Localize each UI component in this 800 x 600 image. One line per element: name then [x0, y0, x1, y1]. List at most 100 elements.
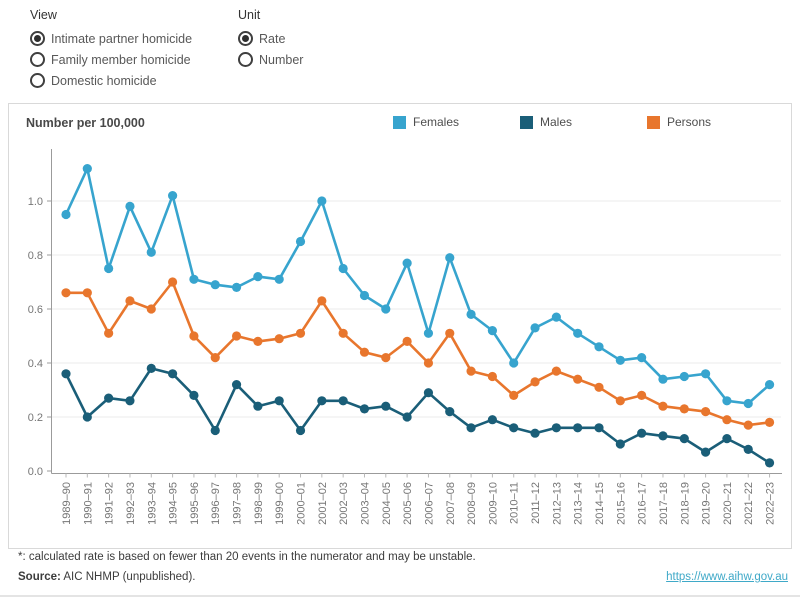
- point-males-1990-91[interactable]: [82, 412, 92, 422]
- point-females-2001-02[interactable]: [317, 196, 327, 206]
- point-males-1996-97[interactable]: [210, 425, 220, 436]
- point-males-2015-16[interactable]: [615, 439, 625, 449]
- point-persons-2004-05[interactable]: [381, 353, 391, 363]
- radio-domestic-homicide[interactable]: Domestic homicide: [30, 70, 192, 91]
- point-females-2021-22[interactable]: [743, 398, 753, 409]
- radio-button-icon[interactable]: [30, 52, 45, 67]
- point-males-2008-09[interactable]: [466, 423, 476, 433]
- point-males-2001-02[interactable]: [317, 396, 327, 406]
- point-males-2017-18[interactable]: [658, 431, 668, 441]
- point-females-2019-20[interactable]: [701, 369, 711, 379]
- point-males-1997-98[interactable]: [231, 380, 242, 390]
- legend-item-males[interactable]: Males: [520, 115, 647, 129]
- point-persons-1992-93[interactable]: [125, 296, 135, 306]
- point-males-1995-96[interactable]: [189, 390, 199, 400]
- point-males-2006-07[interactable]: [423, 388, 434, 398]
- point-persons-1989-90[interactable]: [61, 288, 71, 298]
- point-females-2008-09[interactable]: [466, 309, 476, 319]
- point-persons-2019-20[interactable]: [701, 407, 711, 417]
- point-males-2022-23[interactable]: [764, 458, 775, 468]
- point-males-2010-11[interactable]: [509, 423, 519, 433]
- radio-intimate-partner-homicide[interactable]: Intimate partner homicide: [30, 28, 192, 49]
- point-males-1993-94[interactable]: [146, 363, 156, 373]
- point-persons-2022-23[interactable]: [764, 417, 775, 427]
- radio-button-icon[interactable]: [30, 31, 45, 46]
- point-females-2017-18[interactable]: [658, 374, 668, 384]
- point-males-2016-17[interactable]: [637, 428, 647, 438]
- aihw-link[interactable]: https://www.aihw.gov.au: [666, 571, 788, 583]
- point-persons-2013-14[interactable]: [573, 374, 583, 384]
- point-persons-1990-91[interactable]: [82, 288, 92, 298]
- point-persons-2001-02[interactable]: [317, 296, 327, 306]
- point-persons-2020-21[interactable]: [722, 415, 732, 425]
- point-females-2009-10[interactable]: [487, 326, 497, 336]
- point-females-1997-98[interactable]: [231, 282, 242, 292]
- point-females-2014-15[interactable]: [594, 342, 604, 352]
- point-persons-1999-00[interactable]: [274, 334, 284, 344]
- point-females-2005-06[interactable]: [402, 258, 412, 268]
- point-persons-2005-06[interactable]: [402, 336, 412, 346]
- point-persons-1998-99[interactable]: [253, 336, 263, 346]
- point-females-1993-94[interactable]: [146, 247, 156, 257]
- point-persons-1995-96[interactable]: [189, 331, 199, 341]
- point-females-1995-96[interactable]: [189, 274, 199, 284]
- point-females-2003-04[interactable]: [359, 290, 370, 301]
- point-females-2022-23[interactable]: [764, 380, 775, 390]
- point-males-2019-20[interactable]: [701, 447, 711, 457]
- legend-item-persons[interactable]: Persons: [647, 115, 774, 129]
- point-females-2013-14[interactable]: [573, 328, 583, 338]
- point-persons-2016-17[interactable]: [637, 390, 647, 400]
- point-males-2007-08[interactable]: [445, 407, 455, 417]
- point-persons-2003-04[interactable]: [359, 347, 370, 357]
- radio-button-icon[interactable]: [30, 73, 45, 88]
- point-females-1998-99[interactable]: [253, 272, 263, 282]
- point-females-1994-95[interactable]: [168, 191, 178, 201]
- point-persons-2007-08[interactable]: [445, 328, 455, 338]
- radio-family-member-homicide[interactable]: Family member homicide: [30, 49, 192, 70]
- point-persons-2017-18[interactable]: [658, 401, 668, 411]
- point-males-2000-01[interactable]: [295, 425, 306, 436]
- point-persons-1997-98[interactable]: [231, 331, 242, 341]
- legend-item-females[interactable]: Females: [393, 115, 520, 129]
- point-males-2005-06[interactable]: [402, 412, 412, 422]
- point-males-2013-14[interactable]: [573, 423, 583, 433]
- point-females-1999-00[interactable]: [274, 274, 284, 284]
- point-females-2002-03[interactable]: [338, 263, 348, 274]
- point-males-2004-05[interactable]: [381, 401, 391, 411]
- point-persons-2011-12[interactable]: [530, 377, 540, 387]
- point-females-2007-08[interactable]: [445, 253, 455, 263]
- point-females-1989-90[interactable]: [61, 209, 71, 220]
- point-females-2010-11[interactable]: [509, 358, 519, 368]
- radio-button-icon[interactable]: [238, 31, 253, 46]
- point-males-2021-22[interactable]: [743, 444, 753, 454]
- point-persons-2018-19[interactable]: [679, 404, 689, 414]
- point-males-2014-15[interactable]: [594, 423, 604, 433]
- point-females-1991-92[interactable]: [104, 263, 114, 274]
- point-males-1991-92[interactable]: [104, 393, 114, 403]
- point-males-2018-19[interactable]: [679, 434, 689, 444]
- radio-number[interactable]: Number: [238, 49, 303, 70]
- point-females-2004-05[interactable]: [381, 304, 391, 314]
- point-females-2012-13[interactable]: [551, 312, 561, 322]
- point-males-1998-99[interactable]: [253, 401, 263, 411]
- point-females-2015-16[interactable]: [615, 355, 625, 365]
- point-males-2020-21[interactable]: [722, 434, 732, 444]
- point-persons-2006-07[interactable]: [423, 358, 434, 368]
- point-persons-1996-97[interactable]: [210, 353, 220, 363]
- point-persons-2002-03[interactable]: [338, 328, 348, 338]
- radio-button-icon[interactable]: [238, 52, 253, 67]
- point-persons-2010-11[interactable]: [509, 390, 519, 400]
- point-males-1992-93[interactable]: [125, 396, 135, 406]
- point-males-1994-95[interactable]: [168, 369, 178, 379]
- point-males-2009-10[interactable]: [487, 415, 497, 425]
- point-females-2006-07[interactable]: [423, 328, 434, 338]
- point-females-1990-91[interactable]: [82, 164, 92, 174]
- point-females-2020-21[interactable]: [722, 396, 732, 406]
- point-persons-1994-95[interactable]: [168, 277, 178, 287]
- point-persons-1991-92[interactable]: [104, 328, 114, 338]
- point-females-1996-97[interactable]: [210, 280, 220, 290]
- point-persons-2009-10[interactable]: [487, 371, 497, 382]
- point-persons-2021-22[interactable]: [743, 420, 753, 430]
- point-males-1999-00[interactable]: [274, 396, 284, 406]
- point-persons-2014-15[interactable]: [594, 382, 604, 392]
